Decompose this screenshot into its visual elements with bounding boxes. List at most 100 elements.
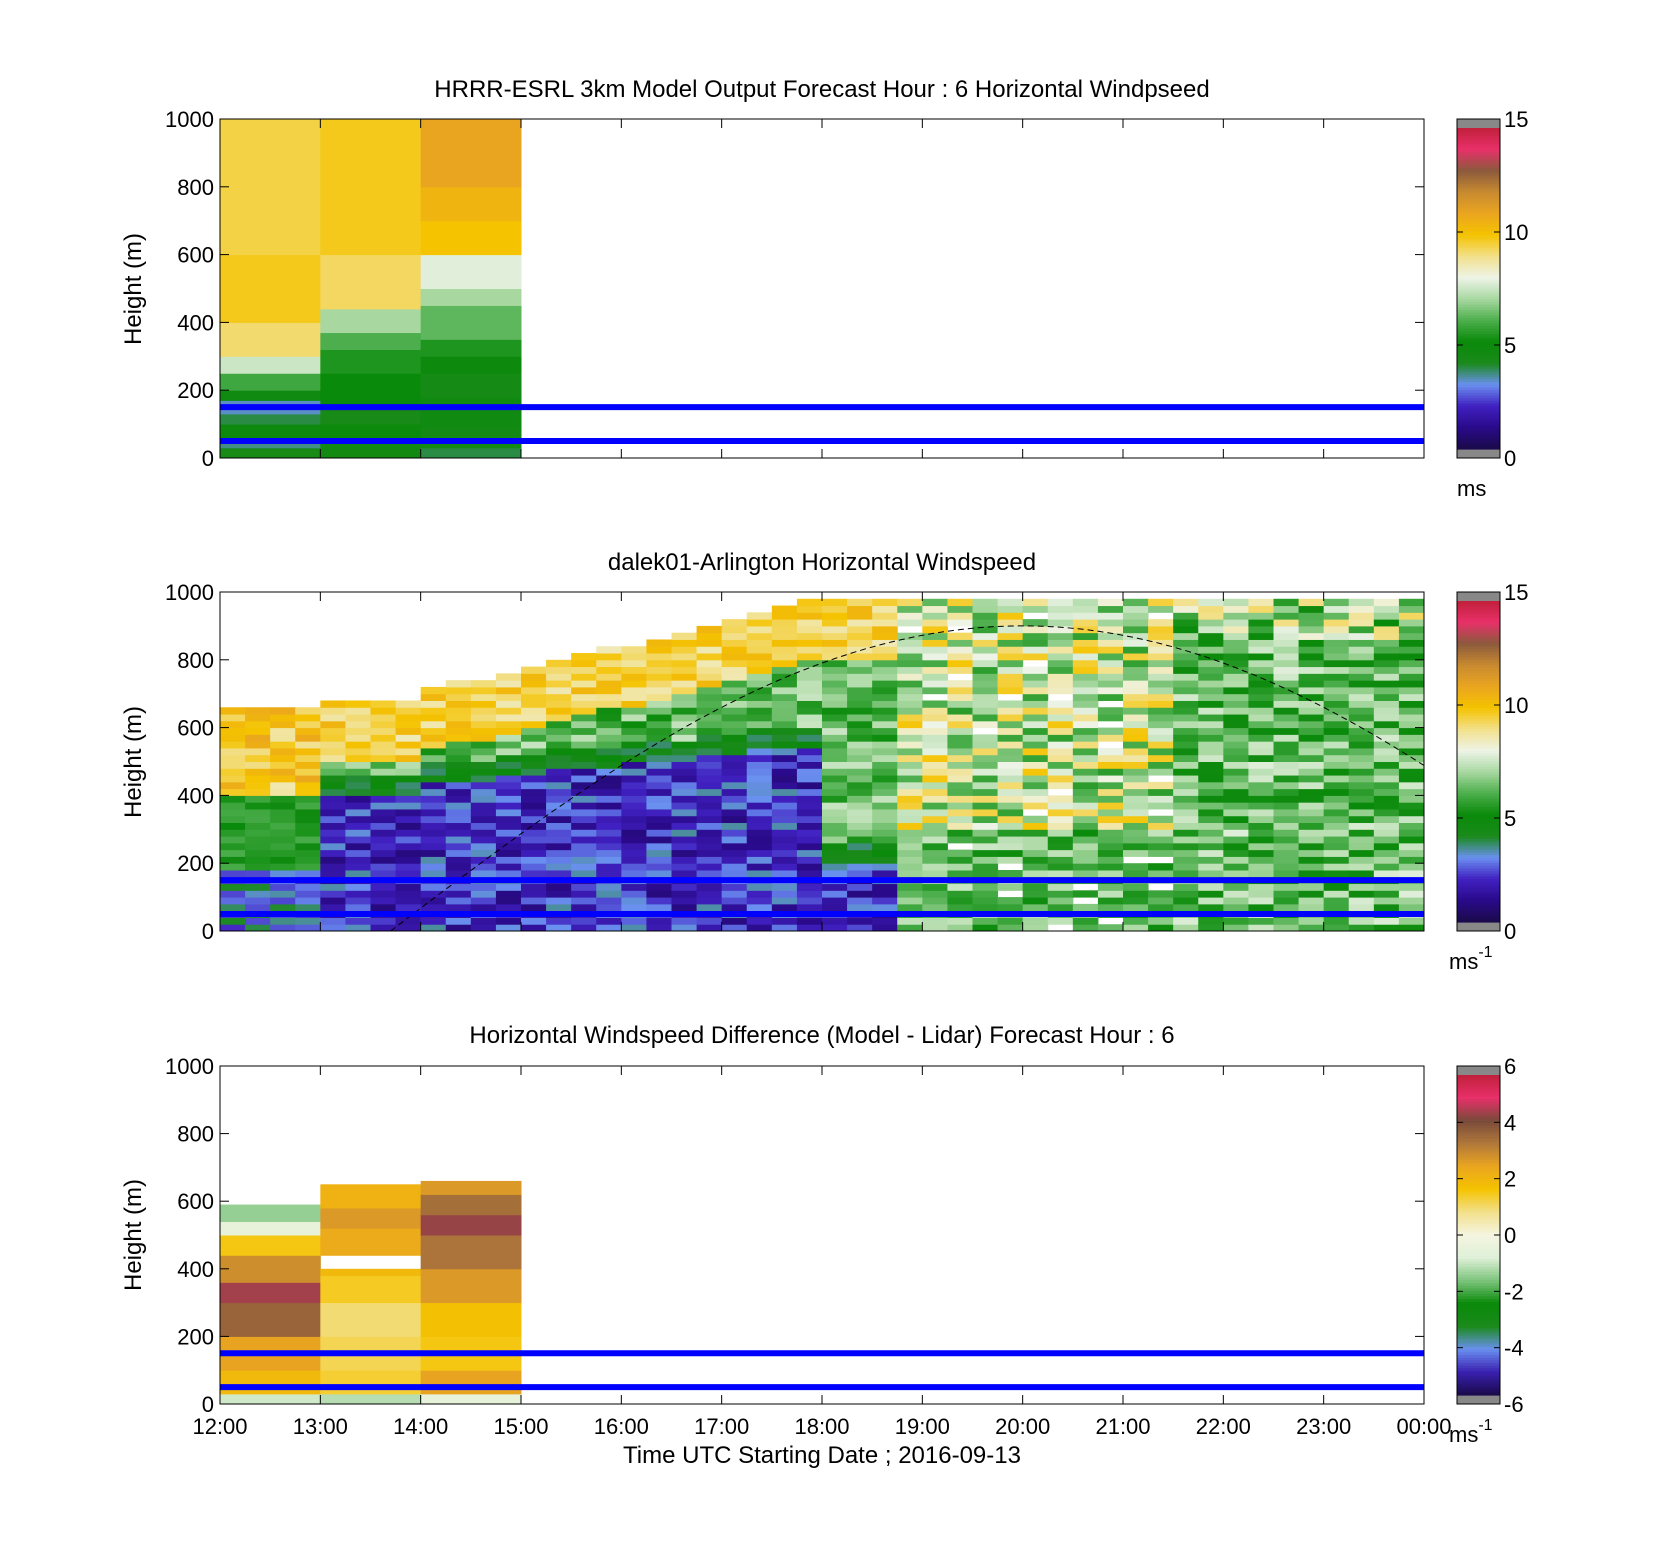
heatmap-cell	[1173, 653, 1199, 661]
heatmap-cell	[1348, 856, 1375, 864]
colorbar-tick-label: 0	[1504, 919, 1516, 944]
heatmap-cell	[696, 707, 723, 715]
heatmap-cell	[721, 795, 748, 803]
heatmap-cell	[320, 747, 346, 756]
heatmap-cell	[897, 822, 923, 830]
colorbar-swatch	[1457, 1125, 1500, 1129]
heatmap-cell	[220, 390, 321, 401]
colorbar-swatch	[1457, 1123, 1500, 1127]
heatmap-cell	[395, 849, 422, 857]
heatmap-cell	[596, 897, 622, 905]
heatmap-cell	[1198, 795, 1224, 803]
heatmap-cell	[771, 659, 798, 668]
heatmap-cell	[420, 836, 447, 844]
colorbar-swatch	[1457, 347, 1500, 351]
heatmap-cell	[1173, 680, 1199, 688]
heatmap-cell	[1198, 849, 1224, 857]
heatmap-cell	[621, 883, 647, 891]
heatmap-cell	[1323, 666, 1350, 674]
y-tick-label: 600	[177, 716, 214, 741]
heatmap-cell	[1072, 808, 1099, 817]
colorbar-swatch	[1457, 157, 1500, 161]
heatmap-cell	[345, 781, 371, 790]
heatmap-cell	[295, 761, 321, 769]
heatmap-cell	[997, 747, 1024, 756]
y-tick-label: 800	[177, 1122, 214, 1147]
colorbar-swatch	[1457, 683, 1500, 688]
heatmap-cell	[320, 815, 346, 824]
colorbar-swatch	[1457, 1173, 1500, 1177]
heatmap-cell	[521, 808, 547, 817]
heatmap-cell	[796, 686, 823, 695]
heatmap-cell	[897, 890, 923, 898]
heatmap-cell	[596, 646, 622, 654]
heatmap-cell	[1173, 822, 1199, 830]
heatmap-cell	[571, 849, 597, 857]
heatmap-cell	[1047, 673, 1074, 681]
colorbar-swatch	[1457, 229, 1500, 233]
heatmap-cell	[495, 890, 522, 898]
colorbar-swatch	[1457, 406, 1500, 410]
heatmap-cell	[721, 761, 748, 769]
heatmap-cell	[1248, 802, 1274, 810]
model-panel: HRRR-ESRL 3km Model Output Forecast Hour…	[120, 76, 1528, 501]
heatmap-cell	[320, 836, 346, 844]
heatmap-cell	[822, 781, 848, 790]
heatmap-cell	[997, 795, 1024, 803]
heatmap-cell	[1223, 802, 1249, 810]
heatmap-cell	[771, 666, 798, 674]
heatmap-cell	[270, 849, 296, 857]
colorbar-swatch	[1457, 1373, 1500, 1377]
heatmap-cell	[320, 863, 346, 871]
heatmap-cell	[395, 734, 422, 742]
heatmap-cell	[295, 707, 321, 715]
heatmap-cell	[295, 890, 321, 898]
colorbar-swatch	[1457, 641, 1500, 645]
colorbar-swatch	[1457, 892, 1500, 896]
heatmap-cell	[1373, 768, 1400, 776]
heatmap-cell	[1022, 903, 1049, 912]
heatmap-cell	[646, 869, 672, 878]
heatmap-cell	[495, 680, 522, 688]
heatmap-cell	[495, 856, 522, 864]
heatmap-cell	[1047, 897, 1074, 905]
heatmap-cell	[1097, 849, 1124, 857]
colorbar-swatch	[1457, 424, 1500, 429]
heatmap-cell	[771, 856, 798, 864]
heatmap-cell	[922, 788, 948, 796]
heatmap-cell	[1022, 829, 1049, 837]
heatmap-cell	[646, 693, 672, 701]
heatmap-cell	[796, 903, 823, 912]
colorbar-swatch	[1457, 328, 1500, 332]
heatmap-cell	[1123, 917, 1149, 925]
heatmap-cell	[847, 869, 873, 878]
heatmap-cell	[847, 836, 873, 844]
heatmap-cell	[822, 829, 848, 837]
heatmap-cell	[445, 768, 472, 776]
heatmap-cell	[220, 890, 246, 898]
heatmap-cell	[596, 700, 622, 708]
heatmap-cell	[1298, 741, 1325, 749]
heatmap-cell	[1072, 903, 1099, 912]
heatmap-cell	[947, 727, 973, 735]
colorbar-swatch	[1457, 1323, 1500, 1327]
colorbar-swatch	[1457, 1363, 1500, 1367]
colorbar-swatch	[1457, 1099, 1500, 1103]
colorbar-tick-label: -2	[1504, 1279, 1524, 1304]
heatmap-cell	[495, 720, 522, 729]
heatmap-cell	[1248, 883, 1274, 891]
heatmap-cell	[1072, 632, 1099, 640]
heatmap-cell	[420, 396, 522, 428]
heatmap-cell	[370, 700, 397, 708]
heatmap-cell	[420, 883, 447, 891]
heatmap-cell	[822, 619, 848, 627]
heatmap-cell	[395, 890, 422, 898]
heatmap-cell	[1047, 700, 1074, 708]
heatmap-cell	[997, 720, 1024, 729]
heatmap-cell	[746, 680, 773, 688]
heatmap-cell	[1097, 808, 1124, 817]
heatmap-cell	[721, 897, 748, 905]
heatmap-cell	[646, 741, 672, 749]
heatmap-cell	[1323, 856, 1350, 864]
heatmap-cell	[1198, 653, 1224, 661]
